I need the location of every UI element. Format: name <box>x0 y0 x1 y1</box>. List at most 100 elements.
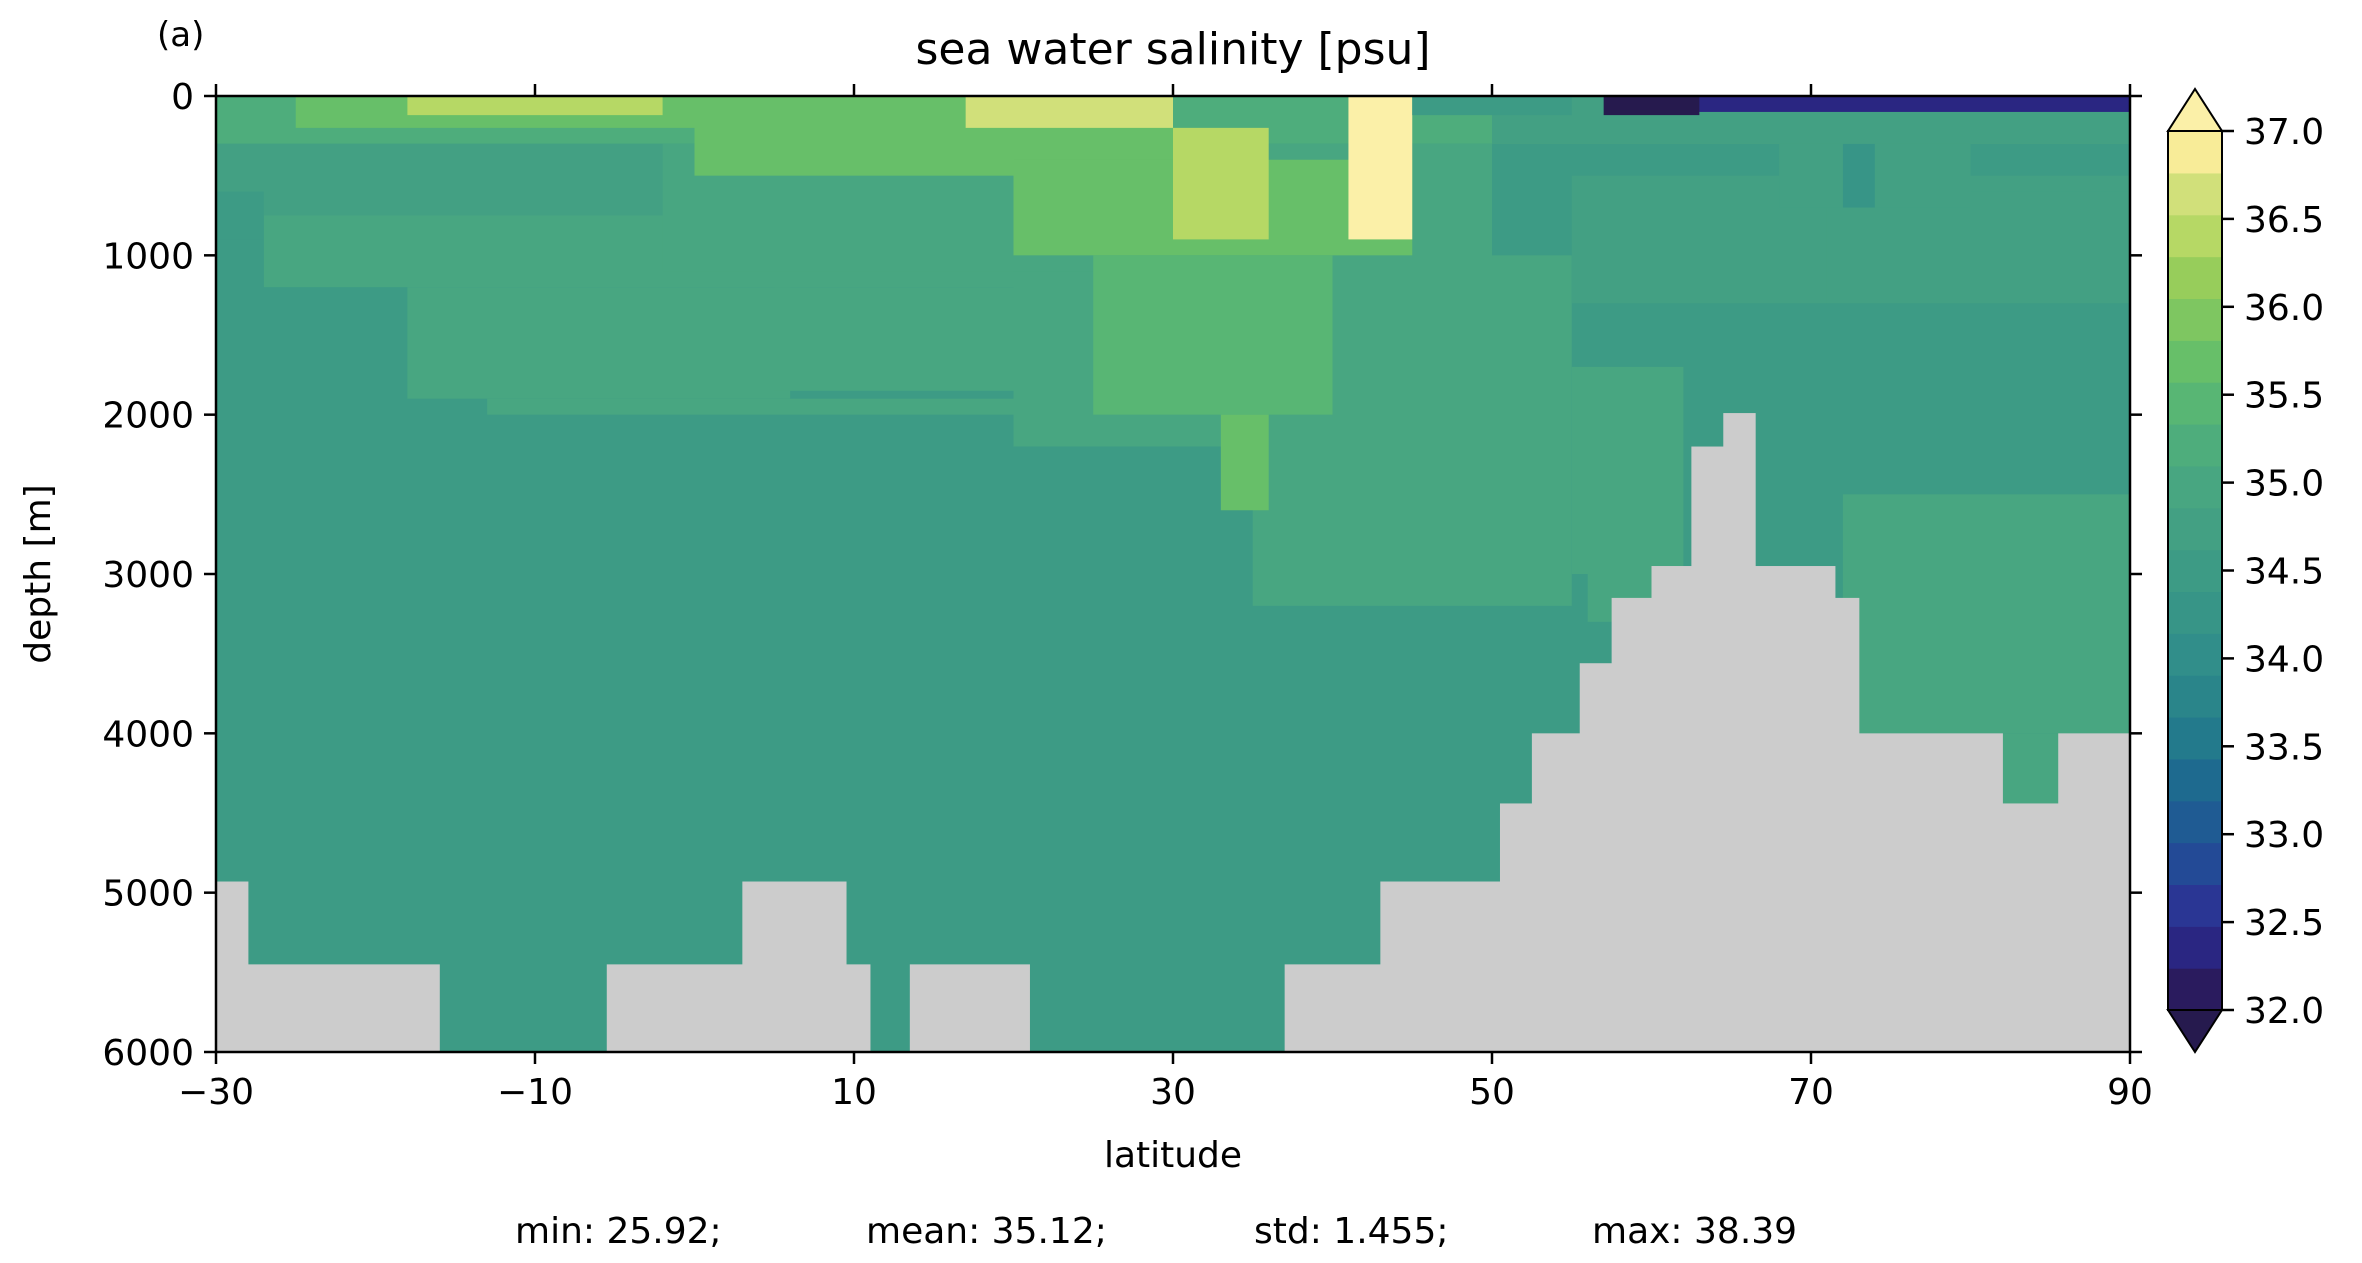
colorbar-swatch <box>2168 172 2222 216</box>
colorbar-swatch <box>2168 214 2222 258</box>
plot-area <box>216 96 2130 1052</box>
colorbar-swatch <box>2168 298 2222 341</box>
colorbar-under-extend <box>2166 1009 2224 1054</box>
land-cell <box>1691 446 1724 1052</box>
land-cell <box>2002 803 2059 1052</box>
salinity-cell <box>2002 733 2067 806</box>
colorbar-swatch <box>2168 507 2222 551</box>
colorbar-swatch <box>2168 591 2222 634</box>
colorbar-tick-label: 33.0 <box>2244 815 2324 856</box>
seafloor-mask <box>216 413 2130 1052</box>
stats-line: min: 25.92; mean: 35.12; std: 1.455; max… <box>515 1211 1797 1252</box>
x-tick-label: −10 <box>497 1072 573 1113</box>
salinity-cell <box>216 143 663 216</box>
y-tick-label: 3000 <box>102 555 194 596</box>
x-tick-label: 50 <box>1469 1072 1515 1113</box>
colorbar-swatch <box>2168 382 2222 425</box>
land-cell <box>1579 663 1613 1052</box>
colorbar-swatch <box>2168 340 2222 383</box>
salinity-cell <box>1412 96 1572 116</box>
salinity-cell <box>1093 255 1333 415</box>
colorbar-tick-label: 32.5 <box>2244 903 2324 944</box>
land-cell <box>1755 566 1836 1052</box>
colorbar-swatch <box>2168 256 2222 300</box>
land-cell <box>1611 597 1652 1052</box>
salinity-cell <box>1571 366 1684 574</box>
colorbar-tick-label: 37.0 <box>2244 112 2324 153</box>
colorbar-swatch <box>2168 424 2222 467</box>
colorbar-swatch <box>2168 968 2222 1011</box>
x-axis-label: latitude <box>1104 1135 1242 1176</box>
land-cell <box>1723 413 1756 1052</box>
y-tick-label: 1000 <box>102 236 194 277</box>
colorbar-tick-label: 36.0 <box>2244 288 2324 329</box>
salinity-cell <box>407 96 663 116</box>
stat-mean: mean: 35.12; <box>866 1211 1107 1252</box>
colorbar-swatch <box>2168 675 2222 718</box>
colorbar-tick-label: 32.0 <box>2244 991 2324 1032</box>
salinity-cell <box>216 191 264 240</box>
land-cell <box>606 964 743 1052</box>
colorbar: 32.0 32.5 33.0 33.5 34.0 34.5 35.0 35.5 36.0 36.5… <box>2166 87 2324 1054</box>
salinity-cell <box>1651 96 2130 112</box>
land-cell <box>1380 881 1501 1052</box>
colorbar-tick-label: 35.0 <box>2244 464 2324 505</box>
y-tick-label: 6000 <box>102 1033 194 1074</box>
land-cell <box>247 964 440 1052</box>
x-axis: −30 −10 10 30 50 70 90 <box>178 84 2153 1113</box>
x-tick-label: 90 <box>2107 1072 2153 1113</box>
colorbar-swatch <box>2168 758 2222 802</box>
salinity-cell <box>774 287 1014 391</box>
colorbar-over-extend <box>2166 87 2224 132</box>
stat-max: max: 38.39 <box>1592 1211 1797 1252</box>
y-tick-label: 2000 <box>102 396 194 437</box>
colorbar-swatch <box>2168 131 2222 174</box>
land-cell <box>1531 733 1581 1052</box>
stat-std: std: 1.455; <box>1254 1211 1448 1252</box>
land-cell <box>2058 733 2130 1052</box>
salinity-cell <box>407 287 791 399</box>
salinity-cell <box>1842 494 2130 734</box>
land-cell <box>846 964 871 1052</box>
x-tick-label: −30 <box>178 1072 254 1113</box>
colorbar-swatch <box>2168 633 2222 676</box>
salinity-cell <box>1220 414 1269 511</box>
land-cell <box>909 964 1030 1052</box>
colorbar-swatch <box>2168 717 2222 760</box>
salinity-cell <box>965 96 1173 128</box>
land-cell <box>1651 566 1692 1052</box>
land-cell <box>216 881 249 1052</box>
land-cell <box>1499 803 1533 1052</box>
colorbar-tick-label: 33.5 <box>2244 727 2324 768</box>
y-axis-label: depth [m] <box>18 484 59 663</box>
colorbar-tick-label: 34.0 <box>2244 639 2324 680</box>
land-cell <box>742 881 847 1052</box>
land-cell <box>1858 733 2003 1052</box>
colorbar-swatch <box>2168 926 2222 969</box>
colorbar-swatch <box>2168 549 2222 593</box>
colorbar-swatch <box>2168 884 2222 927</box>
x-tick-label: 70 <box>1788 1072 1834 1113</box>
colorbar-tick-label: 35.5 <box>2244 376 2324 417</box>
colorbar-tick-label: 36.5 <box>2244 200 2324 241</box>
salinity-cell <box>1842 143 1875 208</box>
y-tick-label: 5000 <box>102 874 194 915</box>
colorbar-swatch <box>2168 465 2222 509</box>
y-tick-label: 4000 <box>102 714 194 755</box>
y-tick-label: 0 <box>171 77 194 118</box>
y-axis: 0 1000 2000 3000 4000 5000 6000 <box>102 77 2142 1074</box>
chart-title: sea water salinity [psu] <box>915 24 1430 75</box>
land-cell <box>1284 964 1381 1052</box>
colorbar-tick-label: 34.5 <box>2244 552 2324 593</box>
panel-label: (a) <box>157 15 204 55</box>
land-cell <box>1834 597 1860 1052</box>
x-tick-label: 30 <box>1150 1072 1196 1113</box>
salinity-cell <box>1826 191 2130 304</box>
salinity-cell <box>1173 127 1269 240</box>
colorbar-swatch <box>2168 800 2222 844</box>
salinity-cell <box>1603 96 1700 116</box>
stat-min: min: 25.92; <box>515 1211 722 1252</box>
salinity-cell <box>1348 96 1413 240</box>
x-tick-label: 10 <box>831 1072 877 1113</box>
